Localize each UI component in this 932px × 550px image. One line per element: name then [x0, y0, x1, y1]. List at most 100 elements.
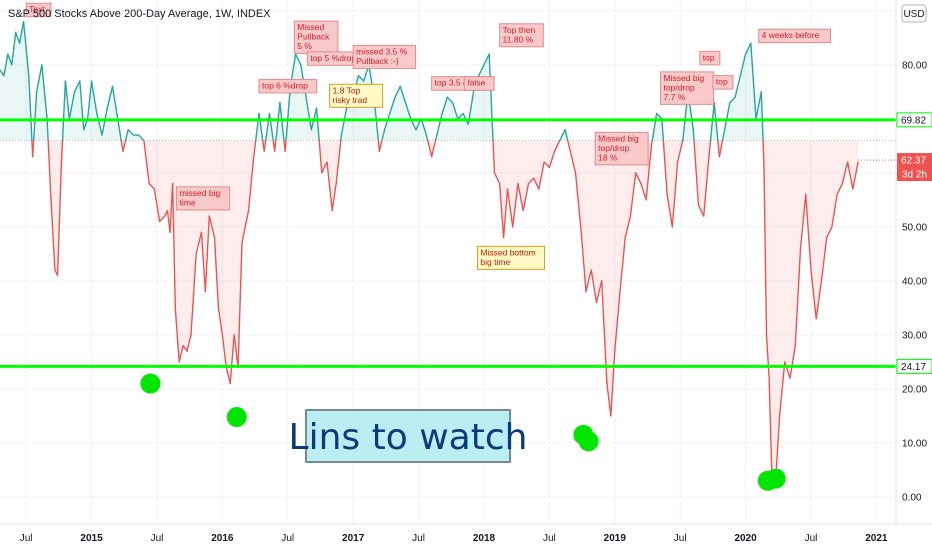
- countdown-label: 3d 2h: [902, 170, 927, 181]
- annotation-box[interactable]: [712, 75, 734, 90]
- series-segment: [709, 101, 715, 142]
- x-tick-label: Jul: [674, 533, 687, 544]
- x-tick-label: Jul: [412, 533, 425, 544]
- x-tick-label: 2019: [604, 533, 627, 544]
- area-segment: [0, 70, 4, 141]
- area-segment: [300, 64, 307, 141]
- annotation-box[interactable]: [329, 83, 384, 108]
- area-segment: [698, 140, 704, 217]
- annotation-4weeks[interactable]: 4 weeks before: [758, 28, 831, 44]
- series-segment: [153, 188, 161, 223]
- x-tick-label: 2018: [473, 533, 496, 544]
- area-segment: [826, 140, 832, 238]
- horizontal-lines[interactable]: [0, 118, 896, 368]
- annotation-top6[interactable]: top 6 %drop: [258, 78, 318, 94]
- annotation-top-b[interactable]: top: [712, 75, 734, 90]
- series-segment: [825, 226, 833, 239]
- area-segment: [810, 140, 817, 319]
- annotation-box[interactable]: [499, 23, 544, 48]
- annotation-missed35[interactable]: missed 3.5 %Pullback :-): [352, 44, 417, 69]
- annotation-box[interactable]: [476, 245, 546, 270]
- annotation-box[interactable]: [352, 44, 417, 69]
- marker-dot[interactable]: [765, 468, 786, 489]
- series-segment: [127, 128, 135, 136]
- series-segment: [178, 345, 184, 363]
- annotation-box[interactable]: [258, 78, 318, 94]
- area-segment: [816, 140, 822, 319]
- marker-dot[interactable]: [578, 431, 599, 452]
- series-segment: [340, 134, 343, 142]
- x-tick-label: 2020: [734, 533, 757, 544]
- area-segment: [606, 140, 611, 416]
- annotation-box[interactable]: [660, 71, 715, 105]
- area-segment: [837, 140, 843, 195]
- x-axis[interactable]: Jul 2015 Jul 2016 Jul 2017 Jul 2018 Jul 2019 Jul 20…: [20, 533, 888, 544]
- series-segment: [174, 307, 180, 363]
- marker-dots[interactable]: [140, 373, 786, 491]
- y-axis[interactable]: 90.0080.0070.0060.0050.0040.0030.0020.00…: [902, 6, 927, 503]
- series-segment: [101, 107, 108, 136]
- annotation-box[interactable]: [463, 76, 495, 91]
- annotation-box[interactable]: [758, 28, 831, 44]
- series-segment: [478, 64, 485, 77]
- annotation-false[interactable]: false: [463, 76, 495, 91]
- x-tick-label: 2015: [80, 533, 103, 544]
- series-segment: [671, 161, 679, 228]
- series-segment: [255, 112, 260, 142]
- annotation-box[interactable]: [293, 20, 339, 55]
- annotation-box[interactable]: [25, 2, 52, 18]
- annotation-text: top 3.5 drop: [435, 78, 481, 88]
- area-segment: [133, 135, 139, 141]
- series-segment: [148, 182, 156, 190]
- annotation-box[interactable]: [176, 186, 231, 211]
- annotation-box[interactable]: [594, 131, 649, 166]
- series-segment: [237, 242, 243, 369]
- series-segment: [383, 112, 391, 131]
- annotation-text[interactable]: Text: [25, 2, 52, 18]
- area-segment: [831, 140, 838, 227]
- annotation-box[interactable]: [699, 50, 721, 66]
- series-segment: [90, 80, 98, 115]
- annotation-text: 18 %: [598, 152, 618, 162]
- series-segment: [488, 53, 494, 142]
- area-segment: [183, 140, 188, 352]
- annotation-text: 11.80 %: [503, 34, 534, 44]
- series-segment: [580, 226, 587, 293]
- area-segment: [238, 140, 242, 368]
- series-segment: [768, 377, 773, 471]
- area-segment: [483, 54, 490, 141]
- series-segment: [96, 112, 103, 136]
- area-segment: [51, 140, 55, 271]
- area-segment: [549, 140, 555, 168]
- series-segment: [676, 139, 684, 163]
- area-segment: [452, 102, 458, 141]
- series-segment: [778, 361, 786, 417]
- annotation-text: top/drop: [664, 82, 695, 92]
- callout[interactable]: Lins to watch: [289, 409, 528, 463]
- series-segment: [171, 182, 176, 309]
- area-segment: [201, 140, 206, 292]
- area-segment: [69, 91, 75, 141]
- series-segment: [35, 64, 43, 93]
- series-segment: [566, 139, 572, 152]
- series-segment: [784, 361, 791, 379]
- series-segment: [729, 96, 736, 104]
- annotation-top-a[interactable]: top: [699, 50, 721, 66]
- series-segment: [420, 118, 428, 136]
- series-segment: [294, 53, 302, 66]
- currency-button[interactable]: USD: [901, 4, 927, 23]
- series-segment: [190, 253, 197, 336]
- callout-box[interactable]: [305, 409, 511, 463]
- marker-dot[interactable]: [226, 407, 247, 428]
- series-segment: [645, 145, 653, 201]
- marker-dot[interactable]: [140, 373, 161, 394]
- annotation-text: Missed big: [598, 133, 639, 143]
